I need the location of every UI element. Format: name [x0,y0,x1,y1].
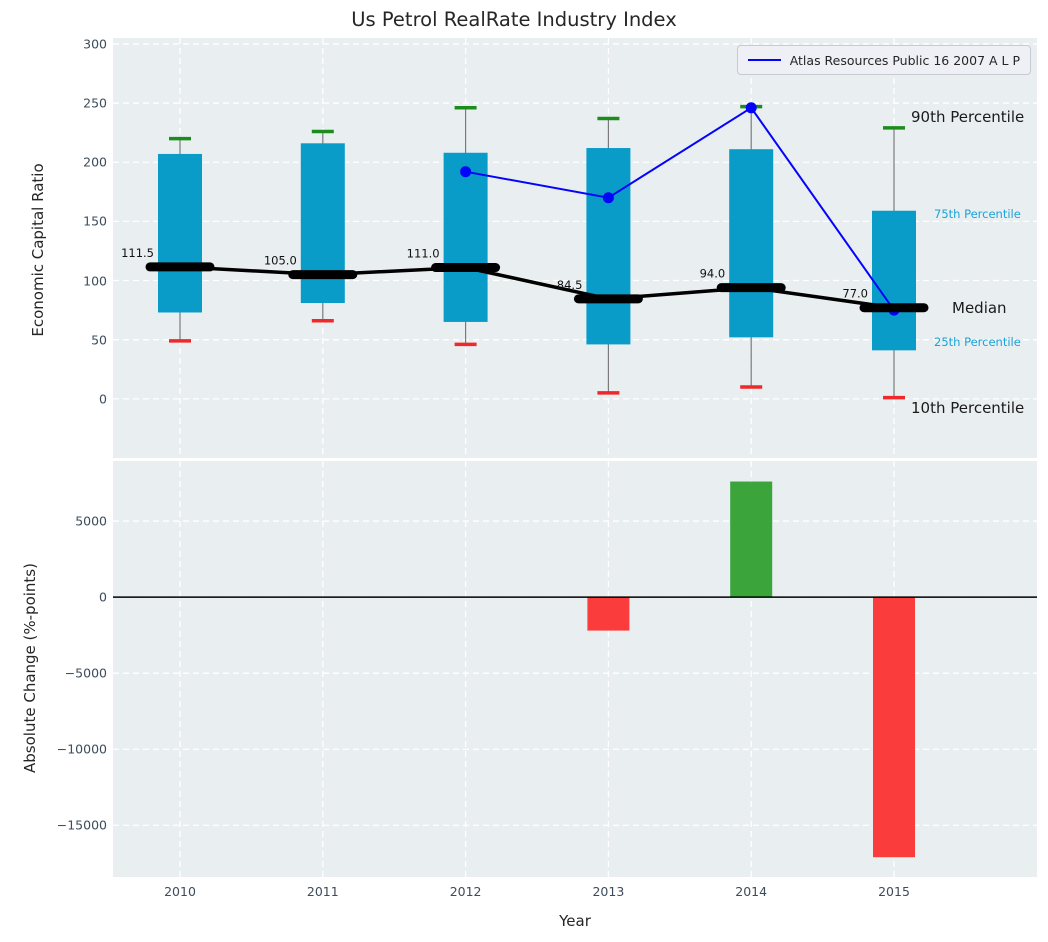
bottom-y-tick: 5000 [37,514,107,529]
percentile-box [872,211,916,351]
median-value-label: 111.0 [407,247,440,261]
x-tick-label: 2010 [164,884,196,899]
top-y-tick: 150 [37,214,107,229]
x-tick-label: 2011 [307,884,339,899]
annotation-median: Median [952,299,1007,317]
percentile-box [444,153,488,322]
legend: Atlas Resources Public 16 2007 A L P [737,45,1031,75]
top-y-tick: 50 [37,332,107,347]
atlas-line [466,108,894,310]
median-value-label: 84.5 [557,278,583,292]
percentile-box [729,149,773,337]
bottom-panel-plot [113,461,1037,877]
median-value-label: 94.0 [700,267,726,281]
annotation-p75: 75th Percentile [934,207,1021,221]
change-bar-negative [587,597,629,630]
change-bar-positive [730,482,772,598]
bottom-y-tick: 0 [37,590,107,605]
median-value-label: 111.5 [121,246,154,260]
percentile-box [158,154,202,313]
bottom-y-tick: −10000 [37,742,107,757]
legend-line-swatch [748,59,781,61]
percentile-box [586,148,630,344]
annotation-p25: 25th Percentile [934,335,1021,349]
atlas-point [746,102,757,113]
x-tick-label: 2012 [450,884,482,899]
annotation-p90: 90th Percentile [911,108,1024,126]
bottom-y-tick: −5000 [37,666,107,681]
x-tick-label: 2014 [735,884,767,899]
figure: Us Petrol RealRate Industry Index Econom… [0,0,1048,942]
top-panel: 111.5 105.0 111.0 84.5 94.0 77.0 Atlas Resour… [113,38,1037,458]
chart-title: Us Petrol RealRate Industry Index [0,8,1028,31]
annotation-p10: 10th Percentile [911,399,1024,417]
top-y-tick: 200 [37,155,107,170]
top-y-tick: 300 [37,36,107,51]
median-value-label: 77.0 [842,287,868,301]
top-y-axis-label: Economic Capital Ratio [29,163,47,336]
top-y-tick: 250 [37,96,107,111]
x-tick-label: 2015 [878,884,910,899]
x-tick-label: 2013 [592,884,624,899]
top-panel-plot: 111.5 105.0 111.0 84.5 94.0 77.0 [113,38,1037,458]
median-value-label: 105.0 [264,254,297,268]
x-axis-label: Year [113,912,1037,930]
top-y-tick: 0 [37,391,107,406]
median-line [180,267,894,308]
change-bar-negative [873,597,915,857]
legend-label: Atlas Resources Public 16 2007 A L P [790,53,1020,68]
atlas-point [460,166,471,177]
bottom-panel [113,461,1037,877]
atlas-point [603,192,614,203]
top-y-tick: 100 [37,273,107,288]
bottom-y-tick: −15000 [37,818,107,833]
